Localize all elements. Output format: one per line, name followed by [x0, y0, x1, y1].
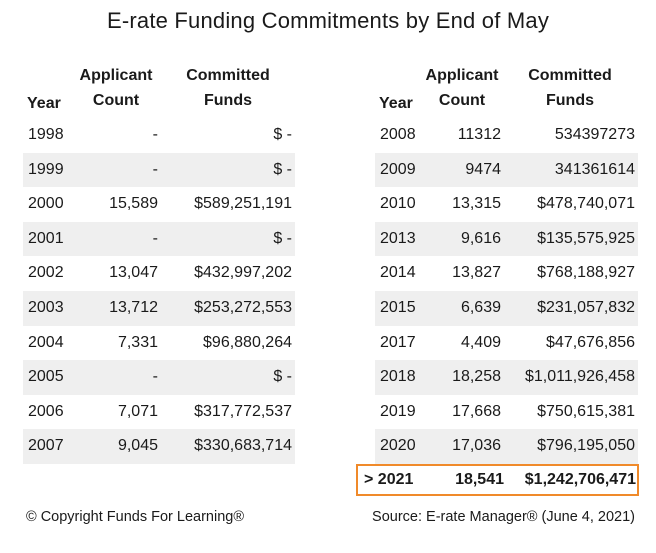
cell-year: 2010: [380, 195, 416, 213]
cell-committed-funds: 534397273: [554, 126, 635, 143]
cell-year: 2017: [380, 333, 416, 351]
source-text: Source: E-rate Manager® (June 4, 2021): [372, 509, 635, 525]
cell-applicant-count: 4,409: [460, 333, 501, 351]
cell-applicant-count: 13,315: [452, 195, 501, 213]
table-row: 2006 7,071 $317,772,537: [23, 395, 295, 430]
cell-committed-funds: $1,011,926,458: [524, 368, 635, 386]
cell-applicant-count: 15,589: [109, 195, 158, 213]
header-applicant-count: Applicant Count: [79, 67, 153, 109]
cell-year: 2020: [380, 437, 416, 455]
cell-committed-funds: 341361614: [554, 160, 635, 178]
table-row: 2019 17,668 $750,615,381: [375, 395, 638, 430]
cell-applicant-count: 9,616: [460, 229, 501, 247]
cell-applicant-count: 17,668: [452, 402, 501, 420]
page-title: E-rate Funding Commitments by End of May: [106, 8, 550, 33]
cell-applicant-count: 6,639: [460, 298, 501, 316]
cell-committed-funds: $ -: [273, 160, 292, 178]
cell-applicant-count: 17,036: [452, 437, 501, 455]
cell-committed-funds: $135,575,925: [537, 229, 635, 247]
cell-year: 2009: [380, 160, 416, 178]
table-row: 2005 - $ -: [23, 360, 295, 395]
cell-year: 2002: [28, 264, 64, 282]
table-row: 2014 13,827 $768,188,927: [375, 256, 638, 291]
table-row: 2000 15,589 $589,251,191: [23, 187, 295, 222]
header-year: Year: [27, 95, 61, 112]
cell-committed-funds: $796,195,050: [537, 437, 635, 455]
cell-applicant-count: -: [152, 160, 158, 178]
cell-applicant-count: 13,712: [109, 298, 158, 316]
cell-applicant-count: 7,331: [117, 333, 158, 351]
cell-year: 2004: [28, 333, 64, 351]
table-row: 2007 9,045 $330,683,714: [23, 429, 295, 464]
copyright-text: © Copyright Funds For Learning®: [26, 509, 245, 525]
table-row: 2010 13,315 $478,740,071: [375, 187, 638, 222]
cell-applicant-count: -: [152, 126, 158, 143]
cell-committed-funds: $317,772,537: [194, 402, 292, 420]
cell-applicant-count: 18,258: [452, 368, 501, 386]
cell-committed-funds: $330,683,714: [194, 437, 292, 455]
cell-applicant-count: -: [152, 368, 158, 386]
cell-year: 2008: [380, 126, 416, 143]
cell-year: 2001: [28, 229, 64, 247]
table-row: 1998 - $ -: [23, 118, 295, 153]
table-header: Year Applicant Count Committed Funds: [375, 62, 638, 118]
highlight-year: > 2021: [364, 471, 414, 488]
cell-year: 2018: [380, 368, 416, 386]
table-row: 2013 9,616 $135,575,925: [375, 221, 638, 257]
table-row: 2015 6,639 $231,057,832: [375, 290, 638, 326]
cell-year: 2005: [28, 368, 64, 386]
cell-committed-funds: $231,057,832: [537, 298, 635, 316]
table-header: Year Applicant Count Committed Funds: [23, 62, 295, 118]
cell-committed-funds: $ -: [273, 368, 292, 386]
cell-applicant-count: 7,071: [117, 402, 158, 420]
cell-applicant-count: 13,047: [109, 264, 158, 282]
header-year: Year: [379, 95, 413, 112]
cell-committed-funds: $432,997,202: [194, 264, 292, 282]
table-row: 2003 13,712 $253,272,553: [23, 290, 295, 326]
table-row: 2020 17,036 $796,195,050: [375, 429, 638, 464]
cell-year: 2007: [28, 437, 64, 455]
cell-committed-funds: $47,676,856: [546, 333, 635, 351]
cell-year: 2006: [28, 402, 64, 420]
cell-committed-funds: $96,880,264: [203, 333, 292, 351]
header-committed-funds: Committed Funds: [186, 67, 270, 109]
cell-committed-funds: $ -: [273, 126, 292, 143]
cell-committed-funds: $ -: [273, 229, 292, 247]
cell-applicant-count: 9,045: [117, 437, 158, 455]
header-committed-funds: Committed Funds: [528, 67, 612, 109]
highlight-count: 18,541: [455, 471, 504, 488]
table-row: 2002 13,047 $432,997,202: [23, 256, 295, 291]
highlight-funds: $1,242,706,471: [524, 471, 636, 488]
cell-year: 2013: [380, 229, 416, 247]
table-body: 1998- $ -1999- $ -2000 15,589 $589,251,191 20…: [23, 118, 295, 464]
cell-committed-funds: $253,272,553: [194, 298, 292, 316]
cell-year: 2019: [380, 402, 416, 420]
table-row: 2009 9474 341361614: [375, 152, 638, 188]
table-row: 2004 7,331 $96,880,264: [23, 326, 295, 361]
funding-table-left: Year Applicant Count Committed Funds 199…: [23, 62, 295, 464]
table-row: 2008 11312 534397273: [375, 118, 638, 153]
cell-committed-funds: $589,251,191: [194, 195, 292, 213]
cell-committed-funds: $478,740,071: [537, 195, 635, 213]
cell-year: 2015: [380, 298, 416, 316]
cell-committed-funds: $750,615,381: [537, 402, 635, 420]
cell-applicant-count: -: [152, 229, 158, 247]
table-row: 2017 4,409 $47,676,856: [375, 326, 638, 361]
funding-table-right: Year Applicant Count Committed Funds 200…: [375, 62, 638, 464]
cell-year: 2000: [28, 195, 64, 213]
cell-applicant-count: 11312: [457, 126, 501, 143]
cell-applicant-count: 9474: [465, 160, 501, 178]
table-row: 1999 - $ -: [23, 152, 295, 188]
cell-applicant-count: 13,827: [452, 264, 501, 282]
header-applicant-count: Applicant Count: [425, 67, 499, 109]
cell-year: 1998: [28, 126, 64, 143]
table-row: 2001 - $ -: [23, 221, 295, 257]
cell-year: 2003: [28, 298, 64, 316]
table-row: 2018 18,258 $1,011,926,458: [375, 360, 638, 395]
highlighted-row-2021: > 2021 18,541 $1,242,706,471: [356, 464, 639, 496]
cell-committed-funds: $768,188,927: [537, 264, 635, 282]
cell-year: 2014: [380, 264, 416, 282]
cell-year: 1999: [28, 160, 64, 178]
table-body: 2008 11312 534397273 2009 9474 341361614 2010 1…: [375, 118, 638, 464]
